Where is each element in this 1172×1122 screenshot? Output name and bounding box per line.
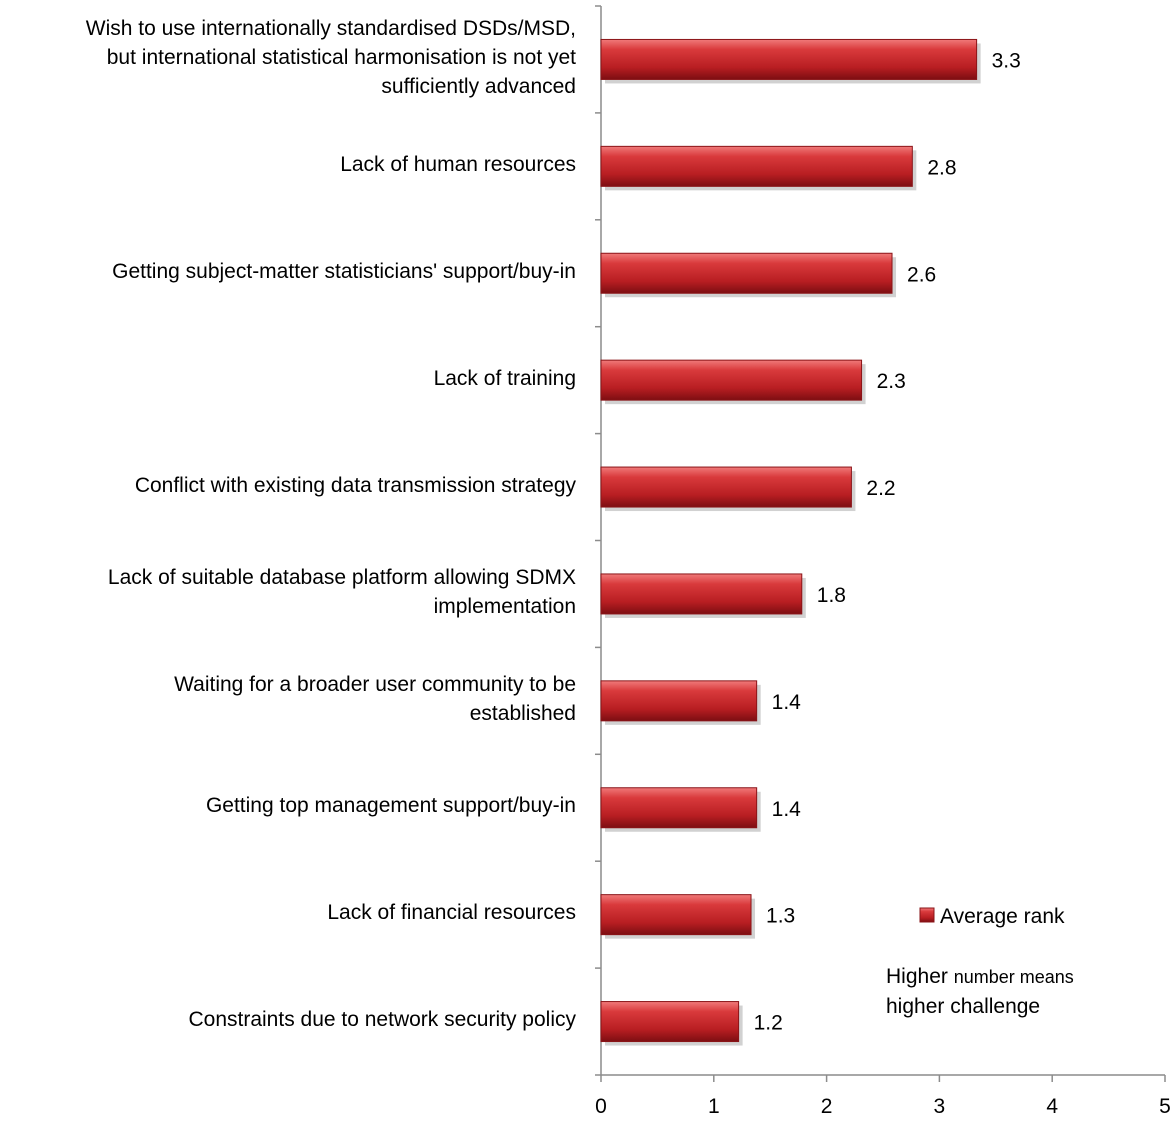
x-tick-label: 4 xyxy=(1046,1095,1058,1118)
x-tick-label: 0 xyxy=(595,1095,607,1118)
category-label: Constraints due to network security poli… xyxy=(188,1008,576,1032)
category-label: Wish to use internationally standardised… xyxy=(85,16,576,98)
bar xyxy=(600,680,758,722)
category-label: Conflict with existing data transmission… xyxy=(134,473,576,497)
x-tick-label: 1 xyxy=(708,1095,720,1118)
legend-swatch xyxy=(919,907,935,923)
bar-value-label: 3.3 xyxy=(992,49,1021,72)
chart-annotation: Higher number means higher challenge xyxy=(886,962,1146,1021)
bar xyxy=(600,894,752,936)
category-label: Lack of suitable database platform allow… xyxy=(107,565,576,618)
category-label: Getting top management support/buy-in xyxy=(205,794,576,818)
bar xyxy=(600,252,893,294)
bar-value-label: 2.6 xyxy=(907,263,936,286)
bar xyxy=(600,573,803,615)
bar-value-label: 2.8 xyxy=(927,156,956,179)
category-label: Getting subject-matter statisticians' su… xyxy=(112,259,576,283)
annotation-text-1: Higher xyxy=(886,965,954,988)
bar-value-label: 1.4 xyxy=(772,798,802,821)
bar xyxy=(600,145,913,187)
legend-label: Average rank xyxy=(940,905,1065,928)
x-tick-label: 3 xyxy=(934,1095,946,1118)
annotation-text-2: number means xyxy=(953,967,1074,987)
bar xyxy=(600,787,758,829)
bar-value-label: 1.2 xyxy=(754,1012,783,1035)
bar xyxy=(600,1001,740,1043)
category-label: Waiting for a broader user community to … xyxy=(174,672,576,725)
x-tick-label: 2 xyxy=(821,1095,833,1118)
annotation-text-3: higher challenge xyxy=(886,995,1041,1018)
bar xyxy=(600,38,978,80)
category-label: Lack of training xyxy=(433,366,576,390)
bar-value-label: 2.2 xyxy=(866,477,895,500)
bar xyxy=(600,466,852,508)
bar xyxy=(600,359,863,401)
bar-value-label: 1.3 xyxy=(766,905,795,928)
category-label: Lack of human resources xyxy=(340,152,576,176)
bar-value-label: 1.4 xyxy=(772,691,802,714)
bar-value-label: 2.3 xyxy=(877,370,906,393)
x-tick-label: 5 xyxy=(1159,1095,1171,1118)
bar-value-label: 1.8 xyxy=(817,584,846,607)
category-label: Lack of financial resources xyxy=(327,901,576,925)
